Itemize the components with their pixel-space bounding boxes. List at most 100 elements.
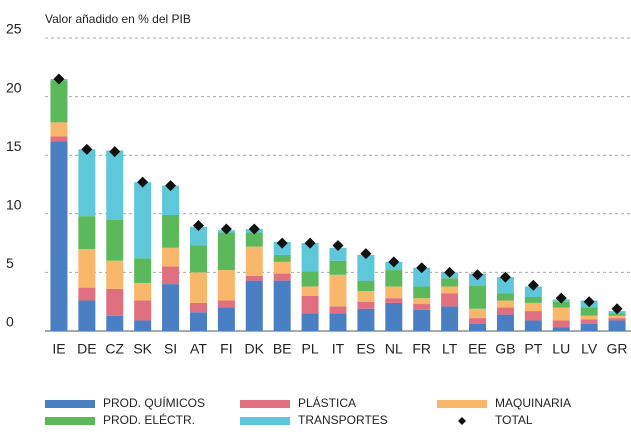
bar-segment [357,254,375,281]
bar-segment [273,273,291,281]
bar-segment [217,307,235,331]
bar-segment [134,182,152,259]
bar-segment [608,318,626,321]
y-tick-label: 0 [6,314,14,330]
bar-segment [608,320,626,331]
total-marker [416,262,428,274]
bar-segment [189,312,207,331]
x-tick-label: PL [302,341,319,357]
legend-swatch [458,417,466,425]
total-marker [248,223,260,235]
total-marker [137,176,149,188]
bar-segment [413,286,431,299]
x-tick-label: BE [273,341,292,357]
bar-segment [50,136,68,142]
total-marker [192,220,204,232]
bar-segment [496,293,514,301]
total-marker [472,269,484,281]
bar-segment [413,298,431,305]
bar-segment [469,323,487,331]
x-tick-label: NL [385,341,403,357]
bar-segment [329,260,347,275]
total-marker [109,146,121,158]
bar-segment [78,149,96,217]
bar-segment [385,302,403,331]
bar-segment [189,302,207,313]
bar-segment [162,185,180,215]
bar-segment [301,243,319,272]
y-tick-label: 15 [6,138,22,154]
bar-segment [496,277,514,294]
bar-segment [217,232,235,271]
x-tick-label: DK [245,341,265,357]
bar-segment [134,320,152,331]
bar-segment [441,293,459,307]
bar-segment [580,315,598,320]
bar-segment [78,287,96,301]
x-tick-label: PT [524,341,542,357]
bar-segment [580,319,598,324]
x-tick-label: IE [52,341,65,357]
bar-segment [608,313,626,316]
legend-swatch [240,400,290,408]
total-marker [611,303,623,315]
total-marker [388,256,400,268]
bar-segment [552,320,570,328]
x-tick-label: DE [77,341,96,357]
x-tick-label: SK [133,341,152,357]
x-tick-label: FI [220,341,232,357]
y-tick-label: 5 [6,255,14,271]
legend-swatch [437,400,487,408]
bar-segment [106,219,124,261]
bar-segment [106,260,124,289]
bar-segment [245,275,263,281]
x-tick-label: GR [607,341,628,357]
legend-label: PROD. QUÍMICOS [103,395,205,410]
x-tick-label: LU [552,341,570,357]
total-marker [81,143,93,155]
bar-segment [357,280,375,292]
bar-segment [329,247,347,261]
legend-swatch [240,417,290,425]
bar-segment [524,311,542,321]
legend-label: MAQUINARIA [495,396,571,410]
bar-segment [106,150,124,220]
bar-segment [50,80,68,123]
bar-segment [245,232,263,247]
bar-segment [441,278,459,287]
total-marker [583,296,595,308]
total-marker [555,292,567,304]
bar-segment [301,271,319,287]
bar-segment [106,288,124,316]
legend-label: TOTAL [495,413,533,427]
y-tick-label: 25 [6,21,22,37]
total-marker [527,279,539,291]
bar-segment [134,282,152,301]
total-marker [165,180,177,192]
x-tick-label: FR [412,341,431,357]
bar-segment [329,313,347,331]
bar-segment [441,286,459,294]
bar-segment [469,318,487,324]
bar-segment [524,297,542,303]
bar-segment [301,286,319,296]
bar-segment [329,274,347,307]
bar-segment [413,304,431,310]
bar-segment [357,301,375,309]
bar-segment [469,285,487,309]
total-marker [276,237,288,249]
legend-swatch [45,417,95,425]
x-tick-label: AT [190,341,207,357]
y-tick-label: 20 [6,79,22,95]
legend-swatch [45,400,95,408]
x-tick-label: LV [581,341,598,357]
x-tick-label: ES [357,341,376,357]
bar-segment [50,122,68,137]
bar-segment [329,306,347,314]
bar-segment [496,307,514,315]
y-tick-label: 10 [6,197,22,213]
legend-label: PLÁSTICA [298,395,356,410]
x-tick-label: IT [332,341,345,357]
bar-segment [134,258,152,283]
